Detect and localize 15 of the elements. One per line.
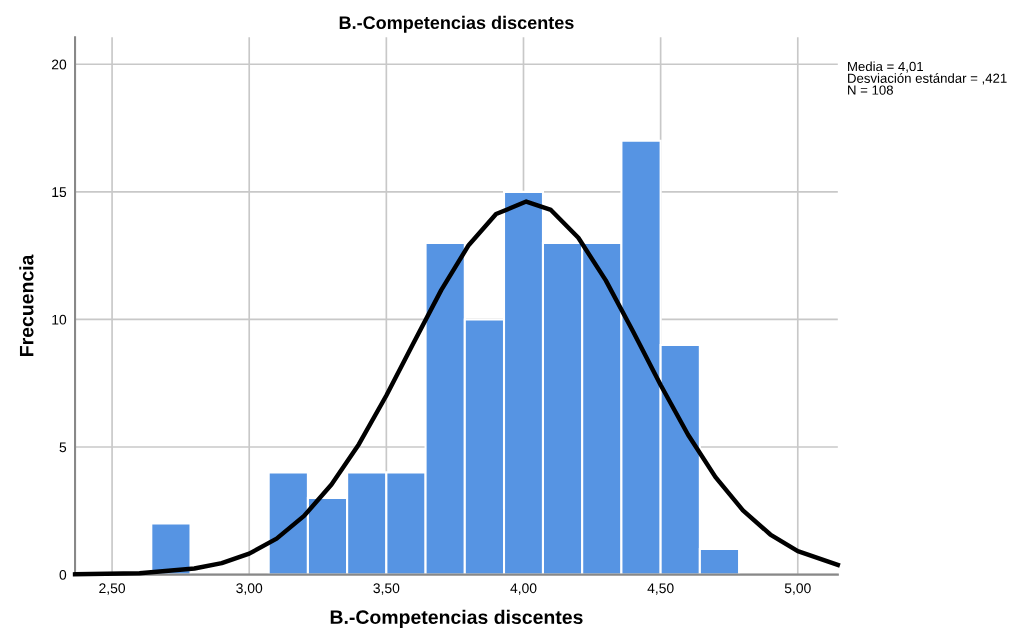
text: Media = 4,01 Desviación estándar = ,421 N = 108 bbox=[848, 61, 1007, 95]
y-tick-label: 5 bbox=[59, 442, 67, 453]
x-tick-label: 5,00 bbox=[784, 583, 811, 595]
chart-title: B.-Competencias discentes bbox=[339, 15, 574, 33]
y-tick-label: 15 bbox=[52, 187, 67, 198]
y-axis-title: Frecuencia bbox=[19, 254, 34, 356]
y-tick-label: 10 bbox=[52, 314, 67, 325]
x-tick-label: 4,50 bbox=[647, 583, 674, 595]
y-tick-label: 20 bbox=[51, 59, 67, 70]
x-tick-label: 2,50 bbox=[99, 583, 126, 595]
x-tick-label: 3,00 bbox=[236, 583, 263, 595]
y-tick-label: 0 bbox=[59, 569, 67, 580]
x-tick-label: 4,00 bbox=[510, 583, 537, 595]
x-tick-label: 3,50 bbox=[373, 583, 400, 595]
x-axis-title: B.-Competencias discentes bbox=[330, 609, 583, 628]
